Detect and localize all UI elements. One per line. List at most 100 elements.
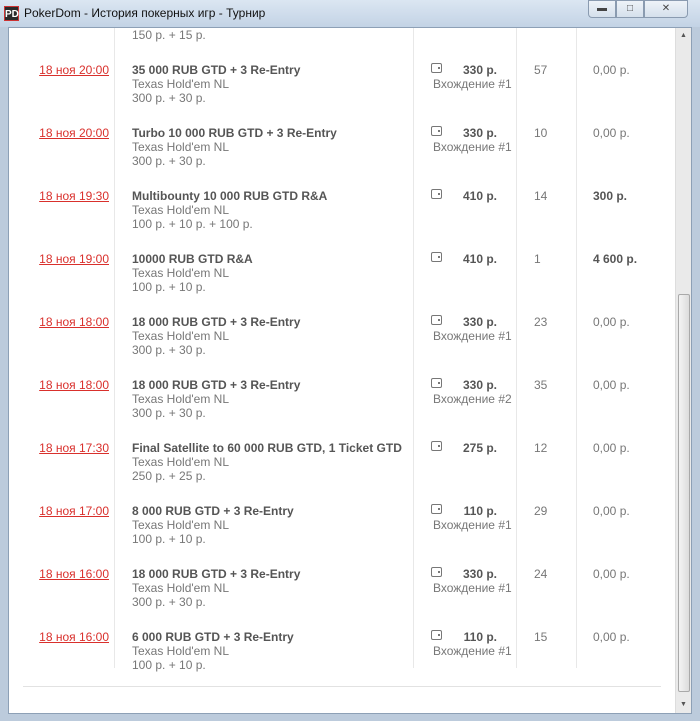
scroll-down-arrow-icon[interactable]: ▼ [680, 701, 687, 708]
minimize-button[interactable]: ▬ [588, 0, 616, 18]
total-price: 330 р. [462, 567, 497, 581]
buyin: 300 р. + 30 р. [132, 343, 206, 357]
wallet-icon [431, 504, 442, 514]
column-divider [114, 28, 115, 668]
divider [23, 686, 661, 687]
tournament-date-link[interactable]: 18 ноя 16:00 [39, 630, 109, 644]
tournament-name: 10000 RUB GTD R&A [132, 252, 253, 266]
tournament-name: Turbo 10 000 RUB GTD + 3 Re-Entry [132, 126, 337, 140]
scroll-up-arrow-icon[interactable]: ▲ [680, 32, 687, 39]
tournament-date-link[interactable]: 18 ноя 17:30 [39, 441, 109, 455]
tournament-name: 35 000 RUB GTD + 3 Re-Entry [132, 63, 301, 77]
buyin: 300 р. + 30 р. [132, 91, 206, 105]
wallet-icon [431, 567, 442, 577]
table-row: 18 ноя 16:00 6 000 RUB GTD + 3 Re-Entry … [9, 624, 669, 687]
buyin: 100 р. + 10 р. + 100 р. [132, 217, 253, 231]
table-row: 18 ноя 17:00 8 000 RUB GTD + 3 Re-Entry … [9, 498, 669, 561]
players-count: 24 [534, 567, 548, 581]
prize: 4 600 р. [593, 252, 638, 266]
tournament-name: Multibounty 10 000 RUB GTD R&A [132, 189, 328, 203]
scrollbar-thumb[interactable] [678, 294, 690, 692]
game-type: Texas Hold'em NL [132, 140, 229, 154]
entry-number: Вхождение #1 [433, 140, 512, 154]
game-type: Texas Hold'em NL [132, 392, 229, 406]
players-count: 15 [534, 630, 548, 644]
vertical-scrollbar[interactable]: ▲ ▼ [675, 28, 691, 713]
game-type: Texas Hold'em NL [132, 77, 229, 91]
total-price: 410 р. [462, 189, 497, 203]
prize: 0,00 р. [593, 504, 630, 518]
game-type: Texas Hold'em NL [132, 518, 229, 532]
close-button[interactable]: ✕ [644, 0, 688, 18]
table-row: 18 ноя 19:30 Multibounty 10 000 RUB GTD … [9, 183, 669, 246]
players-count: 10 [534, 126, 548, 140]
tournament-date-link[interactable]: 18 ноя 20:00 [39, 126, 109, 140]
wallet-icon [431, 126, 442, 136]
tournament-date-link[interactable]: 18 ноя 17:00 [39, 504, 109, 518]
players-count: 14 [534, 189, 548, 203]
game-type: Texas Hold'em NL [132, 455, 229, 469]
prize: 0,00 р. [593, 630, 630, 644]
wallet-icon [431, 378, 442, 388]
players-count: 57 [534, 63, 548, 77]
game-type: Texas Hold'em NL [132, 266, 229, 280]
buyin: 100 р. + 10 р. [132, 532, 206, 546]
entry-number: Вхождение #1 [433, 518, 512, 532]
prize: 0,00 р. [593, 126, 630, 140]
entry-number: Вхождение #1 [433, 77, 512, 91]
players-count: 35 [534, 378, 548, 392]
table-row-partial: 150 р. + 15 р. [9, 28, 669, 57]
table-row: 18 ноя 18:00 18 000 RUB GTD + 3 Re-Entry… [9, 309, 669, 372]
tournament-date-link[interactable]: 18 ноя 19:30 [39, 189, 109, 203]
buyin: 100 р. + 10 р. [132, 658, 206, 672]
total-price: 275 р. [462, 441, 497, 455]
entry-number: Вхождение #1 [433, 329, 512, 343]
table-row: 18 ноя 20:00 35 000 RUB GTD + 3 Re-Entry… [9, 57, 669, 120]
prize: 0,00 р. [593, 567, 630, 581]
total-price: 110 р. [463, 504, 497, 518]
wallet-icon [431, 630, 442, 640]
wallet-icon [431, 441, 442, 451]
table-row: 18 ноя 16:00 18 000 RUB GTD + 3 Re-Entry… [9, 561, 669, 624]
tournament-name: 6 000 RUB GTD + 3 Re-Entry [132, 630, 294, 644]
prize: 0,00 р. [593, 63, 630, 77]
prize: 0,00 р. [593, 378, 630, 392]
pokerdom-logo-icon: PD [4, 6, 19, 21]
tournament-date-link[interactable]: 18 ноя 20:00 [39, 63, 109, 77]
buyin: 150 р. + 15 р. [132, 28, 206, 42]
game-type: Texas Hold'em NL [132, 203, 229, 217]
tournament-name: Final Satellite to 60 000 RUB GTD, 1 Tic… [132, 441, 402, 455]
table-row: 18 ноя 19:00 10000 RUB GTD R&A Texas Hol… [9, 246, 669, 309]
buyin: 100 р. + 10 р. [132, 280, 206, 294]
tournament-name: 18 000 RUB GTD + 3 Re-Entry [132, 378, 301, 392]
players-count: 12 [534, 441, 548, 455]
tournament-name: 8 000 RUB GTD + 3 Re-Entry [132, 504, 294, 518]
table-row: 18 ноя 18:00 18 000 RUB GTD + 3 Re-Entry… [9, 372, 669, 435]
total-price: 330 р. [462, 126, 497, 140]
column-divider [413, 28, 414, 668]
wallet-icon [431, 252, 442, 262]
total-price: 330 р. [462, 378, 497, 392]
tournament-date-link[interactable]: 18 ноя 18:00 [39, 378, 109, 392]
total-price: 410 р. [462, 252, 497, 266]
entry-number: Вхождение #1 [433, 581, 512, 595]
tournament-date-link[interactable]: 18 ноя 18:00 [39, 315, 109, 329]
total-price: 330 р. [462, 315, 497, 329]
total-price: 110 р. [463, 630, 497, 644]
prize: 300 р. [593, 189, 628, 203]
wallet-icon [431, 63, 442, 73]
players-count: 23 [534, 315, 548, 329]
buyin: 300 р. + 30 р. [132, 595, 206, 609]
prize: 0,00 р. [593, 441, 630, 455]
prize: 0,00 р. [593, 315, 630, 329]
maximize-button[interactable]: □ [616, 0, 644, 18]
total-price: 330 р. [462, 63, 497, 77]
game-type: Texas Hold'em NL [132, 644, 229, 658]
wallet-icon [431, 189, 442, 199]
tournament-name: 18 000 RUB GTD + 3 Re-Entry [132, 567, 301, 581]
players-count: 1 [534, 252, 541, 266]
tournament-date-link[interactable]: 18 ноя 19:00 [39, 252, 109, 266]
tournament-date-link[interactable]: 18 ноя 16:00 [39, 567, 109, 581]
entry-number: Вхождение #2 [433, 392, 512, 406]
buyin: 300 р. + 30 р. [132, 406, 206, 420]
